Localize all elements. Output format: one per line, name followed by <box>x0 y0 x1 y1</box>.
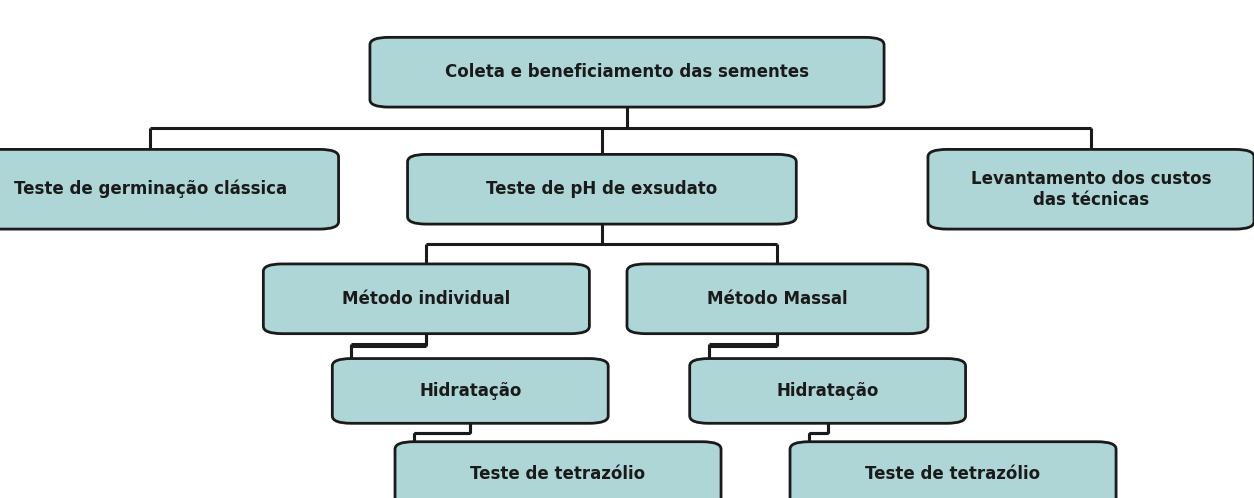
FancyBboxPatch shape <box>332 359 608 423</box>
FancyBboxPatch shape <box>627 264 928 334</box>
Text: Teste de germinação clássica: Teste de germinação clássica <box>14 180 287 199</box>
FancyBboxPatch shape <box>0 149 339 229</box>
Text: Hidratação: Hidratação <box>776 382 879 400</box>
Text: Coleta e beneficiamento das sementes: Coleta e beneficiamento das sementes <box>445 63 809 81</box>
Text: Hidratação: Hidratação <box>419 382 522 400</box>
Text: Teste de pH de exsudato: Teste de pH de exsudato <box>487 180 717 198</box>
FancyBboxPatch shape <box>928 149 1254 229</box>
FancyBboxPatch shape <box>263 264 589 334</box>
Text: Levantamento dos custos
das técnicas: Levantamento dos custos das técnicas <box>971 170 1211 209</box>
Text: Teste de tetrazólio: Teste de tetrazólio <box>865 465 1041 483</box>
FancyBboxPatch shape <box>395 442 721 498</box>
Text: Teste de tetrazólio: Teste de tetrazólio <box>470 465 646 483</box>
FancyBboxPatch shape <box>690 359 966 423</box>
FancyBboxPatch shape <box>790 442 1116 498</box>
Text: Método Massal: Método Massal <box>707 290 848 308</box>
Text: Método individual: Método individual <box>342 290 510 308</box>
FancyBboxPatch shape <box>408 154 796 224</box>
FancyBboxPatch shape <box>370 37 884 107</box>
